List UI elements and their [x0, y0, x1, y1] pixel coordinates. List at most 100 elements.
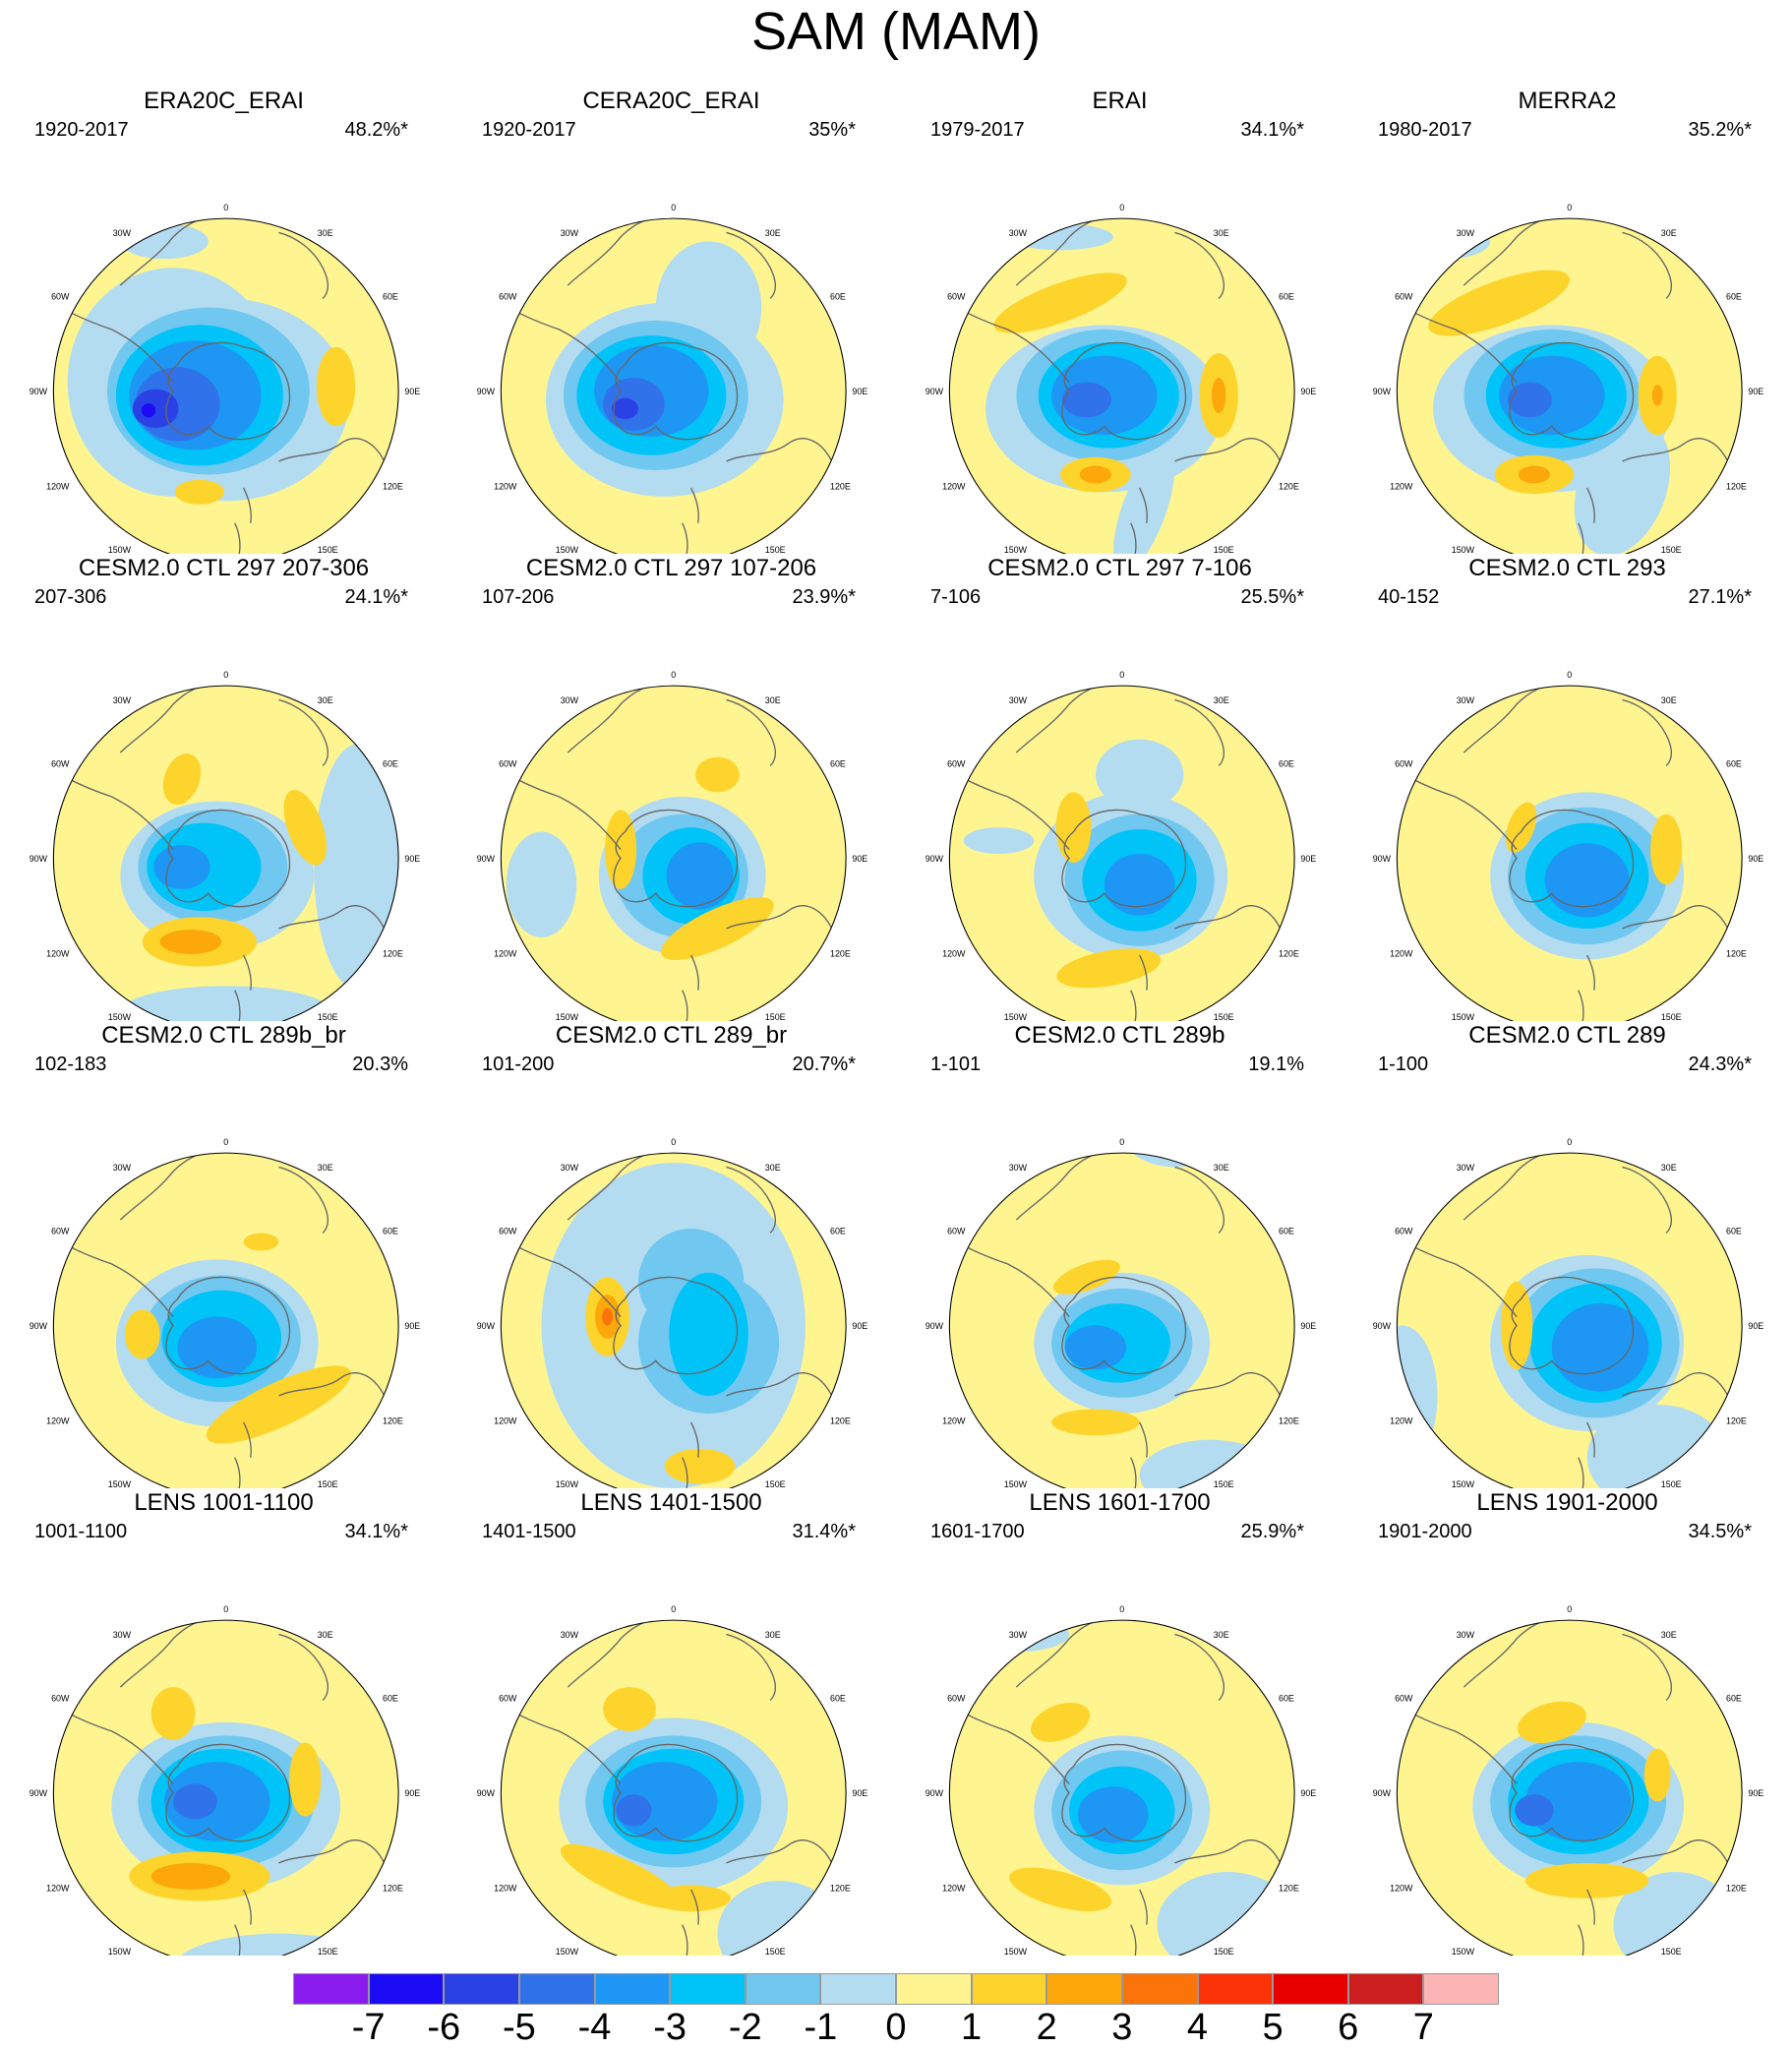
colorbar-segment	[594, 1973, 671, 2005]
longitude-label: 120W	[494, 949, 517, 959]
longitude-label: 150E	[1214, 545, 1234, 554]
longitude-label: 150W	[108, 545, 132, 554]
map-panel: CESM2.0 CTL 289 1-100 24.3%* 0 30W 30E 60W 60E 9…	[1344, 1021, 1791, 1488]
longitude-label: 60E	[830, 1226, 846, 1235]
contour-region	[603, 1687, 656, 1731]
australia-outline	[278, 1372, 386, 1397]
longitude-label: 0	[1119, 670, 1124, 680]
africa-outline	[726, 231, 776, 300]
contour-region	[316, 346, 356, 427]
panel-title: ERA20C_ERAI	[144, 88, 304, 114]
longitude-label: 150E	[765, 1479, 786, 1488]
contour-region	[560, 1843, 682, 1909]
new-zealand-outline	[682, 954, 699, 1021]
panel-title: CESM2.0 CTL 289b	[1014, 1022, 1225, 1049]
contour-region	[120, 986, 332, 1021]
panel-variance-percent: 27.1%*	[1688, 586, 1753, 608]
panel-title: LENS 1601-1700	[1029, 1489, 1211, 1516]
longitude-label: 150W	[108, 1479, 132, 1488]
longitude-label: 0	[1119, 1604, 1124, 1614]
longitude-label: 0	[671, 670, 676, 680]
antarctica-outline	[165, 1276, 291, 1375]
contour-region	[1518, 465, 1551, 484]
contour-region	[1651, 385, 1663, 406]
contour-region	[173, 1783, 217, 1820]
contour-region	[661, 897, 774, 960]
antarctica-outline	[613, 809, 739, 908]
colorbar-segment	[293, 1973, 369, 2005]
contour-region	[1428, 270, 1571, 336]
colorbar-label: -5	[502, 2007, 536, 2048]
contour-region	[1055, 792, 1092, 863]
longitude-label: 30W	[1009, 1630, 1028, 1640]
longitude-label: 0	[1567, 203, 1572, 212]
new-zealand-outline	[682, 487, 699, 554]
panel-years: 7-106	[930, 586, 982, 608]
australia-outline	[1622, 438, 1729, 462]
longitude-label: 150E	[765, 1012, 786, 1021]
map-panel: CESM2.0 CTL 297 7-106 7-106 25.5%* 0 30W 30E 6…	[896, 554, 1344, 1021]
contour-region	[506, 831, 577, 937]
antarctica-outline	[1061, 341, 1187, 441]
colorbar-segment	[444, 1973, 519, 2005]
panel-variance-percent: 23.9%*	[792, 586, 857, 608]
contour-region	[1121, 1153, 1228, 1168]
map-panel: CESM2.0 CTL 289_br 101-200 20.7%* 0 30W 30E 60…	[448, 1021, 895, 1488]
longitude-label: 150E	[318, 1012, 338, 1021]
panel-title: CESM2.0 CTL 289	[1468, 1022, 1666, 1049]
map-border	[948, 217, 1295, 554]
longitude-label: 90W	[30, 1788, 48, 1798]
africa-outline	[726, 698, 776, 767]
longitude-label: 120E	[1726, 1884, 1747, 1894]
longitude-label: 0	[223, 1604, 228, 1614]
longitude-label: 120E	[830, 482, 851, 492]
panel-title: LENS 1901-2000	[1476, 1489, 1658, 1516]
panel-variance-percent: 25.9%*	[1240, 1521, 1305, 1542]
polar-map: 030W30E60W60E90W90E120W120E150W150E180	[1373, 1137, 1763, 1488]
longitude-label: 150W	[108, 1012, 132, 1021]
polar-map: 030W30E60W60E90W90E120W120E150W150E180	[1373, 203, 1763, 554]
contour-region	[164, 1762, 270, 1841]
longitude-label: 90E	[1300, 387, 1316, 396]
longitude-label: 30E	[318, 228, 333, 238]
antarctica-outline	[613, 1276, 739, 1375]
australia-outline	[278, 905, 386, 930]
longitude-label: 150W	[1004, 1479, 1028, 1488]
antarctica-outline	[1509, 1276, 1635, 1375]
longitude-label: 90E	[404, 1788, 420, 1798]
colorbar-segment	[896, 1973, 972, 2005]
longitude-label: 150E	[1661, 545, 1682, 554]
colorbar-label: 0	[885, 2007, 907, 2048]
colorbar-segment	[820, 1973, 896, 2005]
longitude-label: 30E	[765, 1163, 781, 1173]
longitude-label: 30W	[113, 1630, 132, 1640]
longitude-label: 30E	[318, 1630, 333, 1640]
longitude-label: 60W	[51, 291, 70, 301]
polar-map: 030W30E60W60E90W90E120W120E150W150E180	[1373, 670, 1763, 1021]
map-panel: LENS 1901-2000 1901-2000 34.5%* 0 30W 30E 60W 6…	[1344, 1488, 1791, 1956]
longitude-label: 30W	[113, 228, 132, 238]
longitude-label: 90W	[1373, 1321, 1392, 1331]
polar-map: 030W30E60W60E90W90E120W120E150W150E180	[30, 670, 420, 1021]
map-border	[52, 217, 399, 554]
longitude-label: 120E	[1726, 1416, 1747, 1426]
longitude-label: 150E	[1214, 1479, 1234, 1488]
longitude-label: 90W	[477, 1321, 496, 1331]
new-zealand-outline	[1130, 487, 1148, 554]
longitude-label: 120W	[942, 1884, 966, 1894]
longitude-label: 30E	[1214, 1630, 1229, 1640]
longitude-label: 30W	[561, 228, 579, 238]
contour-region	[1551, 1303, 1649, 1392]
longitude-label: 90E	[1300, 854, 1316, 864]
longitude-label: 30W	[1457, 695, 1475, 705]
new-zealand-outline	[682, 1421, 699, 1488]
new-zealand-outline	[1130, 954, 1148, 1021]
longitude-label: 60W	[1395, 758, 1413, 768]
longitude-label: 0	[223, 670, 228, 680]
australia-outline	[726, 1839, 833, 1864]
coastline	[501, 686, 833, 1021]
map-panel: LENS 1401-1500 1401-1500 31.4%* 0 30W 30E 60W 6…	[448, 1488, 895, 1956]
longitude-label: 120W	[494, 482, 517, 492]
panel-variance-percent: 19.1%	[1248, 1054, 1304, 1075]
map-panel: CESM2.0 CTL 289b_br 102-183 20.3% 0 30W 30E 60…	[0, 1021, 448, 1488]
